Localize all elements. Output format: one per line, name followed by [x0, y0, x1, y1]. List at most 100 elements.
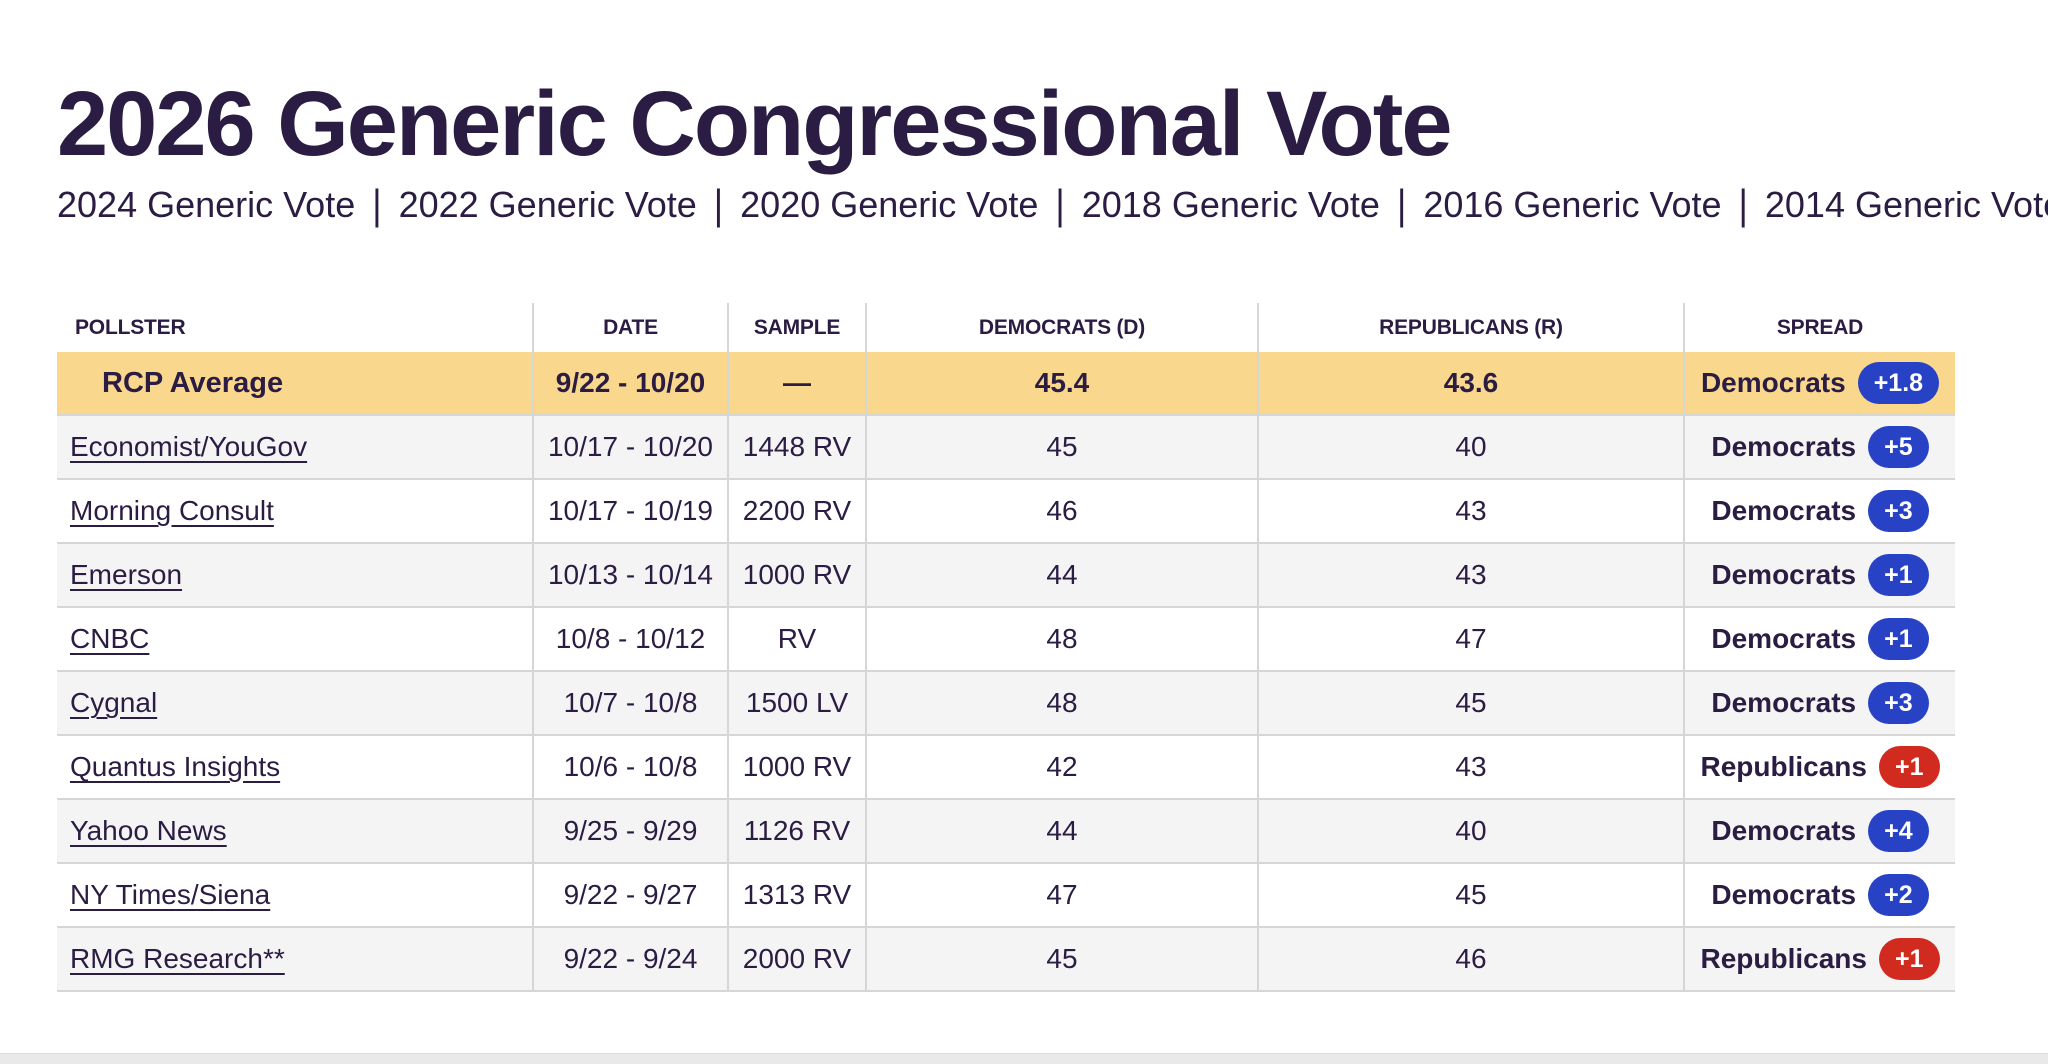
pollster-cell: CNBC	[57, 608, 532, 670]
democrats-value-cell: 48	[865, 608, 1257, 670]
spread-cell: Republicans +1	[1683, 736, 1955, 798]
pollster-link[interactable]: Economist/YouGov	[70, 431, 308, 462]
poll-rows-container: Economist/YouGov 10/17 - 10/20 1448 RV 4…	[57, 416, 1955, 992]
pollster-link[interactable]: Morning Consult	[70, 495, 274, 526]
column-header-republicans: REPUBLICANS (R)	[1257, 303, 1683, 352]
pollster-link[interactable]: RMG Research**	[70, 943, 285, 974]
pollster-cell: Cygnal	[57, 672, 532, 734]
spread-party-label: Republicans	[1700, 751, 1867, 782]
republicans-value-cell: 47	[1257, 608, 1683, 670]
spread-cell: Democrats +2	[1683, 864, 1955, 926]
year-link-separator: |	[1055, 180, 1065, 228]
date-cell: 10/13 - 10/14	[532, 544, 727, 606]
democrats-value-cell: 45	[865, 928, 1257, 990]
republicans-value-cell: 43	[1257, 736, 1683, 798]
spread-margin-badge: +1	[1868, 618, 1929, 660]
year-link-2014[interactable]: 2014 Generic Vote	[1764, 184, 2048, 225]
pollster-cell: Quantus Insights	[57, 736, 532, 798]
spread-party-label: Democrats	[1711, 495, 1857, 526]
sample-cell: 1126 RV	[727, 800, 865, 862]
democrats-value-cell: 48	[865, 672, 1257, 734]
democrats-value-cell: 46	[865, 480, 1257, 542]
sample-cell: 1313 RV	[727, 864, 865, 926]
rcp-average-row: RCP Average 9/22 - 10/20 — 45.4 43.6 Dem…	[57, 352, 1955, 416]
republicans-value-cell: 43	[1257, 480, 1683, 542]
pollster-cell: Yahoo News	[57, 800, 532, 862]
spread-margin-badge: +1	[1868, 554, 1929, 596]
year-link-2020[interactable]: 2020 Generic Vote	[740, 184, 1039, 225]
democrats-value-cell: 45	[865, 416, 1257, 478]
table-row: Morning Consult 10/17 - 10/19 2200 RV 46…	[57, 480, 1955, 544]
date-cell: 10/8 - 10/12	[532, 608, 727, 670]
date-cell: 10/17 - 10/19	[532, 480, 727, 542]
republicans-value-cell: 45	[1257, 672, 1683, 734]
page-title: 2026 Generic Congressional Vote	[57, 72, 1453, 175]
pollster-link[interactable]: Cygnal	[70, 687, 158, 718]
democrats-value-cell: 47	[865, 864, 1257, 926]
column-header-sample: SAMPLE	[727, 303, 865, 352]
spread-party-label: Democrats	[1711, 431, 1857, 462]
democrats-value-cell: 44	[865, 544, 1257, 606]
spread-cell: Democrats +5	[1683, 416, 1955, 478]
sample-cell: 2000 RV	[727, 928, 865, 990]
pollster-link[interactable]: Yahoo News	[70, 815, 227, 846]
spread-party-label: Democrats	[1711, 815, 1857, 846]
rcp-average-spread-cell: Democrats +1.8	[1683, 352, 1955, 414]
year-links-nav: 2024 Generic Vote | 2022 Generic Vote | 2020…	[57, 180, 2048, 228]
pollster-cell: Emerson	[57, 544, 532, 606]
date-cell: 9/25 - 9/29	[532, 800, 727, 862]
year-link-2016[interactable]: 2016 Generic Vote	[1423, 184, 1722, 225]
column-header-democrats: DEMOCRATS (D)	[865, 303, 1257, 352]
year-link-2018[interactable]: 2018 Generic Vote	[1081, 184, 1380, 225]
date-cell: 10/7 - 10/8	[532, 672, 727, 734]
table-row: Economist/YouGov 10/17 - 10/20 1448 RV 4…	[57, 416, 1955, 480]
spread-cell: Democrats +1	[1683, 544, 1955, 606]
spread-margin-badge: +1	[1878, 938, 1940, 980]
spread-party-label: Republicans	[1700, 943, 1867, 974]
sample-cell: 1000 RV	[727, 544, 865, 606]
pollster-link[interactable]: NY Times/Siena	[70, 879, 271, 910]
table-header-row: POLLSTER DATE SAMPLE DEMOCRATS (D) REPUB…	[57, 303, 1955, 352]
spread-party-label: Democrats	[1711, 559, 1857, 590]
rcp-average-date: 9/22 - 10/20	[532, 352, 727, 414]
spread-party-label: Democrats	[1711, 879, 1857, 910]
table-row: Emerson 10/13 - 10/14 1000 RV 44 43 Demo…	[57, 544, 1955, 608]
republicans-value-cell: 40	[1257, 800, 1683, 862]
sample-cell: 1500 LV	[727, 672, 865, 734]
spread-cell: Democrats +3	[1683, 480, 1955, 542]
democrats-value-cell: 42	[865, 736, 1257, 798]
sample-cell: 1448 RV	[727, 416, 865, 478]
spread-margin-badge: +4	[1868, 810, 1929, 852]
pollster-link[interactable]: Quantus Insights	[70, 751, 281, 782]
column-header-pollster: POLLSTER	[75, 315, 186, 339]
pollster-link[interactable]: CNBC	[70, 623, 150, 654]
date-cell: 9/22 - 9/24	[532, 928, 727, 990]
date-cell: 10/17 - 10/20	[532, 416, 727, 478]
democrats-value-cell: 44	[865, 800, 1257, 862]
spread-margin-badge: +1.8	[1857, 362, 1940, 404]
spread-party-label: Democrats	[1700, 367, 1846, 398]
table-row: CNBC 10/8 - 10/12 RV 48 47 Democrats +1	[57, 608, 1955, 672]
spread-party-label: Democrats	[1711, 687, 1857, 718]
pollster-link[interactable]: Emerson	[70, 559, 183, 590]
spread-cell: Republicans +1	[1683, 928, 1955, 990]
spread-margin-badge: +5	[1868, 426, 1929, 468]
spread-cell: Democrats +3	[1683, 672, 1955, 734]
footer-divider-band	[0, 1053, 2048, 1064]
year-link-separator: |	[1396, 180, 1407, 228]
polls-table: POLLSTER DATE SAMPLE DEMOCRATS (D) REPUB…	[57, 303, 1955, 992]
year-link-2022[interactable]: 2022 Generic Vote	[398, 184, 697, 225]
rcp-average-sample: —	[727, 352, 865, 414]
spread-margin-badge: +2	[1868, 874, 1929, 916]
rcp-average-dem-value: 45.4	[865, 352, 1257, 414]
year-link-2024[interactable]: 2024 Generic Vote	[57, 184, 356, 225]
table-row: Cygnal 10/7 - 10/8 1500 LV 48 45 Democra…	[57, 672, 1955, 736]
spread-margin-badge: +1	[1878, 746, 1940, 788]
year-link-separator: |	[372, 180, 382, 228]
pollster-cell: Morning Consult	[57, 480, 532, 542]
spread-margin-badge: +3	[1868, 682, 1929, 724]
year-link-separator: |	[713, 180, 724, 228]
sample-cell: 1000 RV	[727, 736, 865, 798]
pollster-cell: RMG Research**	[57, 928, 532, 990]
table-row: Yahoo News 9/25 - 9/29 1126 RV 44 40 Dem…	[57, 800, 1955, 864]
